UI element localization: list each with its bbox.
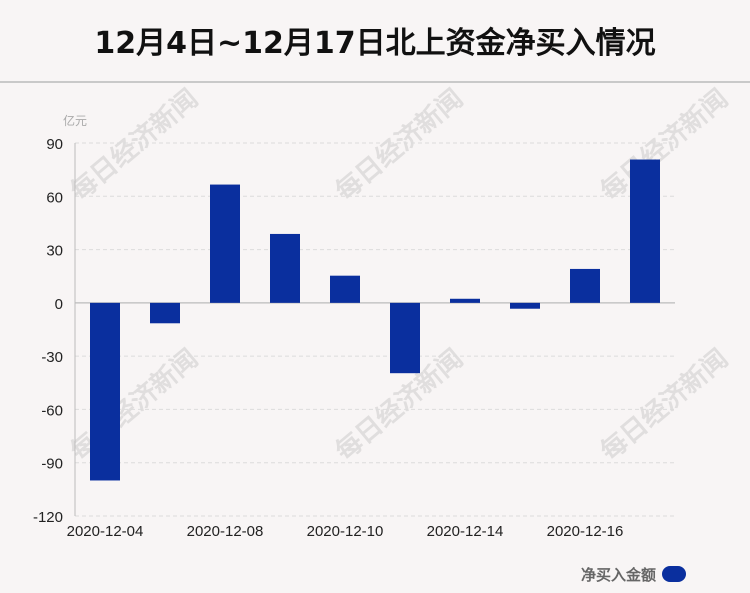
x-tick-label: 2020-12-08 bbox=[187, 523, 264, 540]
bar bbox=[150, 302, 180, 324]
y-tick-label: 90 bbox=[46, 136, 63, 153]
y-tick-label: -60 bbox=[41, 402, 63, 419]
x-tick-label: 2020-12-10 bbox=[307, 523, 384, 540]
y-tick-label: -90 bbox=[41, 456, 63, 473]
bar bbox=[330, 275, 360, 303]
bar bbox=[570, 268, 600, 303]
y-tick-label: -30 bbox=[41, 349, 63, 366]
y-axis-unit: 亿元 bbox=[63, 113, 87, 128]
x-tick-label: 2020-12-16 bbox=[547, 523, 624, 540]
title-divider bbox=[0, 81, 750, 83]
x-tick-label: 2020-12-04 bbox=[67, 523, 144, 540]
bar bbox=[450, 298, 480, 303]
bar bbox=[270, 233, 300, 303]
y-tick-label: 60 bbox=[46, 189, 63, 206]
bar bbox=[90, 302, 120, 481]
legend-swatch bbox=[662, 566, 686, 582]
legend-label: 净买入金额 bbox=[580, 565, 656, 584]
bar bbox=[510, 302, 540, 309]
bar bbox=[390, 302, 420, 374]
y-tick-label: -120 bbox=[33, 509, 63, 526]
y-tick-label: 30 bbox=[46, 243, 63, 260]
chart-title: 12月4日~12月17日北上资金净买入情况 bbox=[94, 26, 656, 61]
x-tick-label: 2020-12-14 bbox=[427, 523, 504, 540]
legend: 净买入金额 bbox=[581, 563, 686, 585]
y-tick-label: 0 bbox=[55, 296, 63, 313]
bar bbox=[210, 184, 240, 303]
bar bbox=[630, 159, 660, 303]
